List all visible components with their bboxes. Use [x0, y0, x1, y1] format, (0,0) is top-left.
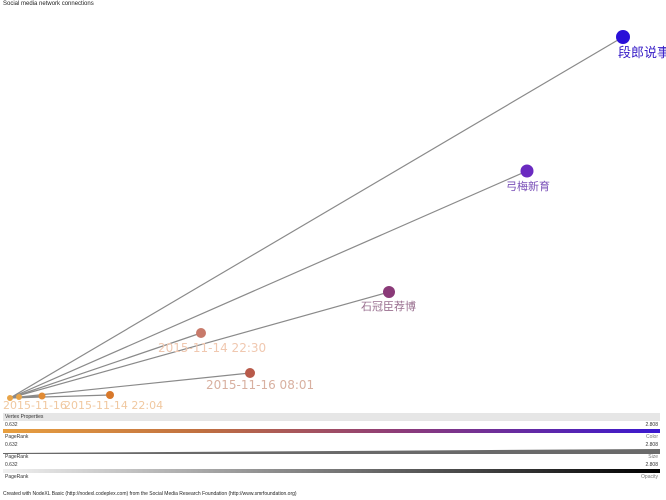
legend-property: PageRank [5, 434, 29, 440]
legend-row-color: 0.632 2.808 PageRank Color [3, 421, 660, 441]
node-n4[interactable] [196, 328, 206, 338]
legend-color-bar [3, 429, 660, 433]
legend-row-opacity: 0.632 2.808 PageRank Opacity [3, 461, 660, 481]
edge-n1 [9, 36, 624, 399]
legend-kind: Color [646, 434, 658, 440]
legend-max: 2.808 [645, 462, 658, 468]
legend-kind: Size [648, 454, 658, 460]
node-n8[interactable] [16, 394, 22, 400]
node-n3[interactable] [383, 286, 395, 298]
nodes-layer [7, 30, 630, 401]
legend-min: 0.632 [5, 462, 18, 468]
legend-min: 0.632 [5, 442, 18, 448]
legend-opacity-bar [3, 469, 660, 473]
hub-node[interactable] [7, 395, 13, 401]
footer-credit: Created with NodeXL Basic (http://nodexl… [3, 491, 297, 497]
edge-n3 [9, 291, 390, 399]
legend-kind: Opacity [641, 474, 658, 480]
legend-property: PageRank [5, 454, 29, 460]
node-label-n1: 段郎说事 [618, 46, 666, 61]
legend-max: 2.808 [645, 422, 658, 428]
node-label-n2: 弓梅新育 [506, 179, 550, 193]
edge-n2 [9, 170, 528, 399]
legend-header: Vertex Properties [3, 413, 660, 421]
legend-max: 2.808 [645, 442, 658, 448]
legend-property: PageRank [5, 474, 29, 480]
edge-n4 [9, 332, 202, 399]
node-n6[interactable] [106, 391, 114, 399]
node-n1[interactable] [616, 30, 630, 44]
node-label-n6: 2015-11-14 22:04 [64, 399, 163, 412]
node-label-n5: 2015-11-16 08:01 [206, 378, 314, 392]
node-n2[interactable] [520, 164, 534, 178]
edge-n5 [9, 372, 251, 399]
node-n7[interactable] [38, 392, 46, 400]
legend: Vertex Properties 0.632 2.808 PageRank C… [3, 413, 660, 481]
legend-row-size: 0.632 2.808 PageRank Size [3, 441, 660, 461]
page-title: Social media network connections [3, 1, 94, 7]
legend-min: 0.632 [5, 422, 18, 428]
edges-layer [9, 36, 624, 399]
node-label-n4: 2015-11-14 22:30 [158, 341, 266, 355]
node-label-n3: 石冠臣荐博 [361, 300, 416, 313]
node-n5[interactable] [245, 368, 255, 378]
legend-size-bar [3, 449, 660, 454]
node-label-n7: 2015-11-16 [3, 399, 67, 412]
